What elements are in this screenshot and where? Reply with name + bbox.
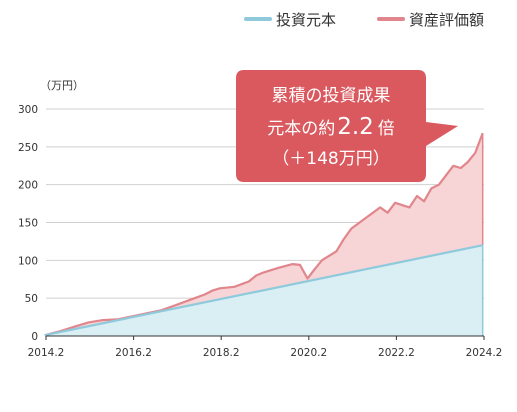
y-tick-label: 50 [25, 293, 38, 305]
result-callout: 累積の投資成果 元本の約2.2 倍 （＋148万円） [236, 70, 458, 182]
legend-valuation-label: 資産評価額 [409, 11, 484, 29]
callout-prefix: 元本の約 [267, 119, 335, 139]
y-tick-label: 0 [31, 331, 38, 343]
series-lines [44, 132, 484, 337]
legend: 投資元本 資産評価額 [244, 11, 484, 29]
y-tick-label: 250 [18, 142, 38, 154]
x-tick-label: 2020.2 [290, 347, 327, 359]
valuation-area [44, 133, 483, 336]
callout-bubble [236, 70, 458, 182]
y-unit-label: （万円） [40, 79, 84, 92]
y-tick-label: 100 [18, 255, 38, 267]
y-tick-labels: 0 50 100 150 200 250 300 [18, 104, 38, 343]
callout-line3: （＋148万円） [272, 149, 389, 169]
y-tick-label: 150 [18, 218, 38, 230]
x-tick-labels: 2014.2 2016.2 2018.2 2020.2 2022.2 2024.2 [28, 347, 503, 359]
x-tick-label: 2014.2 [28, 347, 65, 359]
principal-line [44, 244, 483, 337]
legend-principal-label: 投資元本 [276, 11, 336, 29]
x-tick-label: 2018.2 [203, 347, 240, 359]
callout-multiplier: 2.2 [337, 114, 374, 140]
x-tick-label: 2024.2 [466, 347, 503, 359]
callout-line2: 元本の約2.2 倍 [267, 114, 395, 140]
x-tick-label: 2016.2 [115, 347, 152, 359]
y-tick-label: 300 [18, 104, 38, 116]
x-tick-label: 2022.2 [378, 347, 415, 359]
axes [45, 335, 485, 340]
callout-suffix: 倍 [378, 119, 395, 139]
y-tick-label: 200 [18, 180, 38, 192]
callout-line1: 累積の投資成果 [272, 86, 391, 106]
